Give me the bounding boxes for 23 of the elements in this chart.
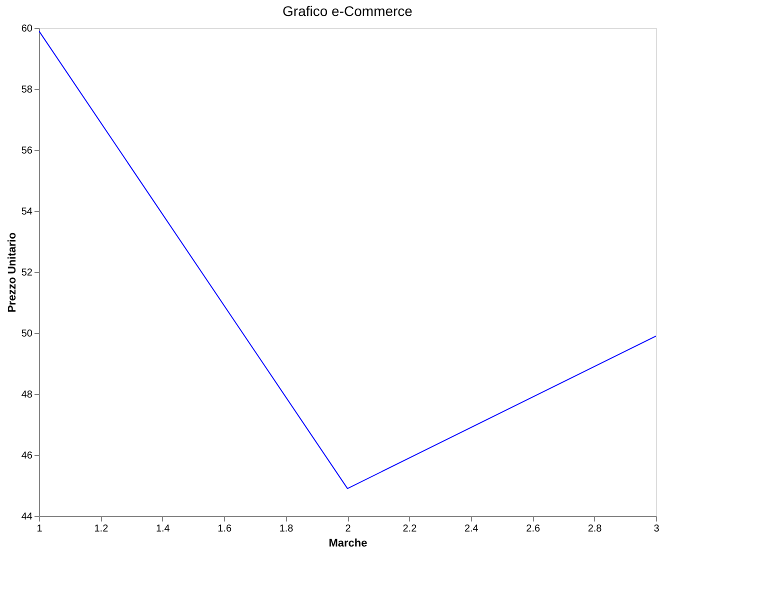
x-tick-label: 1.4	[156, 524, 170, 534]
x-tick-label: 3	[654, 524, 660, 534]
y-tick-label: 54	[21, 206, 33, 218]
y-tick-label: 44	[21, 512, 33, 522]
x-tick-label: 2.2	[402, 524, 418, 534]
x-tick-label: 2.8	[588, 524, 602, 534]
x-tick-label: 1	[36, 524, 43, 534]
x-axis-title: Marche	[328, 538, 368, 550]
chart-title: Grafico e-Commerce	[282, 3, 413, 19]
x-tick-label: 1.8	[279, 524, 294, 534]
y-tick-label: 52	[21, 268, 33, 278]
x-tick-label: 2.6	[526, 524, 540, 534]
x-tick-label: 2.4	[464, 524, 479, 534]
y-tick-label: 48	[21, 390, 33, 400]
y-axis-title: Prezzo Unitario	[6, 232, 18, 313]
x-tick-label: 2	[345, 524, 352, 534]
y-tick-label: 46	[21, 450, 33, 462]
x-tick-label: 1.2	[94, 524, 109, 534]
x-tick-label: 1.6	[218, 524, 232, 534]
y-tick-label: 56	[21, 146, 33, 156]
y-tick-label: 50	[21, 328, 33, 340]
y-tick-label: 58	[21, 84, 33, 96]
y-tick-label: 60	[21, 24, 33, 34]
